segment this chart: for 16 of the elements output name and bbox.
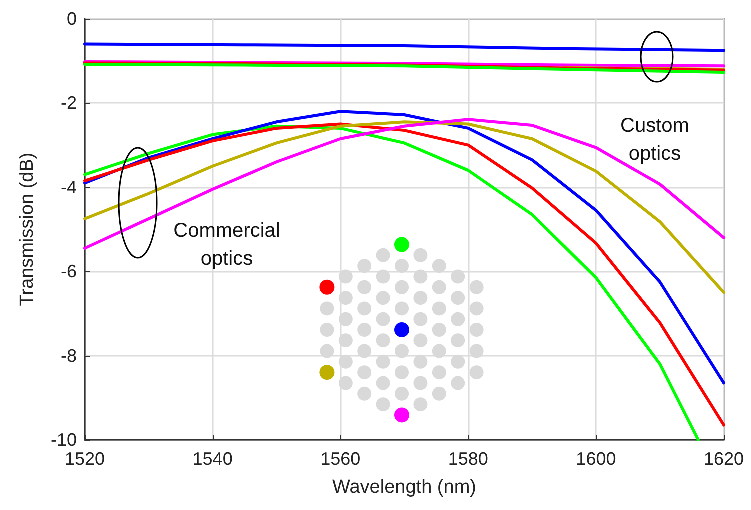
x-tick-label: 1620 <box>704 449 744 469</box>
x-axis-title: Wavelength (nm) <box>332 477 476 498</box>
y-tick-label: 0 <box>66 9 77 29</box>
x-tick-label: 1520 <box>64 449 106 469</box>
x-tick-label: 1560 <box>320 449 361 469</box>
annotation: Commercial optics <box>174 220 280 270</box>
x-tick-label: 1600 <box>576 449 616 469</box>
annotation: Custom optics <box>620 115 690 165</box>
x-tick-label: 1580 <box>448 449 488 469</box>
y-tick-label: -2 <box>60 93 77 114</box>
y-axis-title: Transmission (dB) <box>17 152 38 306</box>
y-tick-label: -10 <box>50 430 77 450</box>
y-tick-label: -4 <box>60 177 77 198</box>
y-tick-label: -6 <box>60 262 77 282</box>
y-tick-label: -8 <box>60 346 77 366</box>
x-tick-label: 1540 <box>192 449 233 469</box>
